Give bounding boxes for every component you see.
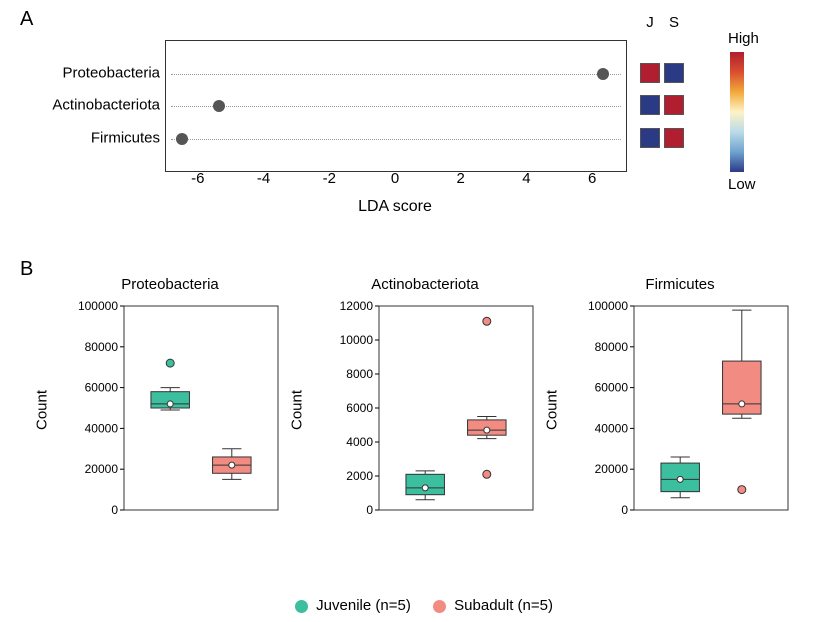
boxplot-ylabel: Count bbox=[34, 390, 51, 430]
heat-square bbox=[640, 128, 660, 148]
legend-juvenile-label: Juvenile (n=5) bbox=[316, 597, 411, 614]
legend: Juvenile (n=5) Subadult (n=5) bbox=[30, 597, 800, 614]
heat-square bbox=[664, 128, 684, 148]
svg-text:6000: 6000 bbox=[346, 401, 373, 415]
svg-text:60000: 60000 bbox=[595, 381, 629, 395]
svg-text:100000: 100000 bbox=[78, 300, 118, 313]
lda-category-label: Actinobacteriota bbox=[52, 97, 160, 114]
svg-text:8000: 8000 bbox=[346, 367, 373, 381]
lda-xtick: -4 bbox=[257, 170, 270, 187]
legend-juvenile-dot bbox=[295, 600, 308, 613]
panel-B-label: B bbox=[20, 258, 33, 281]
svg-text:4000: 4000 bbox=[346, 435, 373, 449]
svg-text:40000: 40000 bbox=[595, 421, 629, 435]
svg-text:2000: 2000 bbox=[346, 469, 373, 483]
heat-header-J: J bbox=[640, 14, 660, 31]
lda-plot-area bbox=[165, 40, 627, 172]
lda-category-label: Proteobacteria bbox=[62, 64, 160, 81]
legend-subadult-label: Subadult (n=5) bbox=[454, 597, 553, 614]
boxplot-svg: 0 20000 40000 60000 80000 100000 bbox=[78, 300, 288, 530]
svg-text:80000: 80000 bbox=[85, 340, 119, 354]
lda-xtick: 4 bbox=[522, 170, 530, 187]
colorbar-low: Low bbox=[728, 176, 756, 193]
boxplot-panel: ProteobacteriaCount020000400006000080000… bbox=[30, 280, 800, 620]
heat-square bbox=[640, 63, 660, 83]
heat-square bbox=[664, 63, 684, 83]
svg-text:12000: 12000 bbox=[340, 300, 374, 313]
lda-dot bbox=[597, 68, 609, 80]
svg-text:40000: 40000 bbox=[85, 421, 119, 435]
lda-xtick: 6 bbox=[588, 170, 596, 187]
lda-dot bbox=[213, 100, 225, 112]
lda-xlabel: LDA score bbox=[165, 198, 625, 216]
svg-text:20000: 20000 bbox=[595, 462, 629, 476]
boxplot-title: Actinobacteriota bbox=[305, 276, 545, 293]
lda-gridline bbox=[171, 139, 621, 140]
svg-text:80000: 80000 bbox=[595, 340, 629, 354]
boxplot-ylabel: Count bbox=[289, 390, 306, 430]
lda-xtick: -6 bbox=[191, 170, 204, 187]
boxplot-proteobacteria: ProteobacteriaCount020000400006000080000… bbox=[50, 280, 290, 540]
outlier-point bbox=[166, 359, 174, 367]
outlier-point bbox=[738, 486, 746, 494]
colorbar-high: High bbox=[728, 30, 759, 47]
boxplot-svg: 0 20000 40000 60000 80000 100000 bbox=[588, 300, 798, 530]
lda-category-label: Firmicutes bbox=[91, 129, 160, 146]
heat-square bbox=[664, 95, 684, 115]
svg-text:100000: 100000 bbox=[588, 300, 628, 313]
panel-A-label: A bbox=[20, 8, 33, 31]
boxplot-title: Proteobacteria bbox=[50, 276, 290, 293]
lda-xtick: 0 bbox=[391, 170, 399, 187]
boxplot-title: Firmicutes bbox=[560, 276, 800, 293]
lda-panel: Proteobacteria Actinobacteriota Firmicutes… bbox=[30, 40, 800, 240]
boxplot-ylabel: Count bbox=[544, 390, 561, 430]
lda-xtick: 2 bbox=[457, 170, 465, 187]
heat-square bbox=[640, 95, 660, 115]
svg-text:0: 0 bbox=[621, 503, 628, 517]
svg-text:0: 0 bbox=[366, 503, 373, 517]
outlier-point bbox=[483, 317, 491, 325]
lda-gridline bbox=[171, 74, 621, 75]
svg-text:10000: 10000 bbox=[340, 333, 374, 347]
svg-text:0: 0 bbox=[111, 503, 118, 517]
svg-text:60000: 60000 bbox=[85, 381, 119, 395]
lda-gridline bbox=[171, 106, 621, 107]
lda-xtick: -2 bbox=[323, 170, 336, 187]
heat-header-S: S bbox=[664, 14, 684, 31]
svg-text:20000: 20000 bbox=[85, 462, 119, 476]
outlier-point bbox=[483, 470, 491, 478]
boxplot-svg: 0 2000 4000 6000 8000 10000 12000 bbox=[333, 300, 543, 530]
boxplot-firmicutes: FirmicutesCount0200004000060000800001000… bbox=[560, 280, 800, 540]
boxplot-actinobacteriota: ActinobacteriotaCount0200040006000800010… bbox=[305, 280, 545, 540]
legend-subadult-dot bbox=[433, 600, 446, 613]
lda-dot bbox=[176, 133, 188, 145]
